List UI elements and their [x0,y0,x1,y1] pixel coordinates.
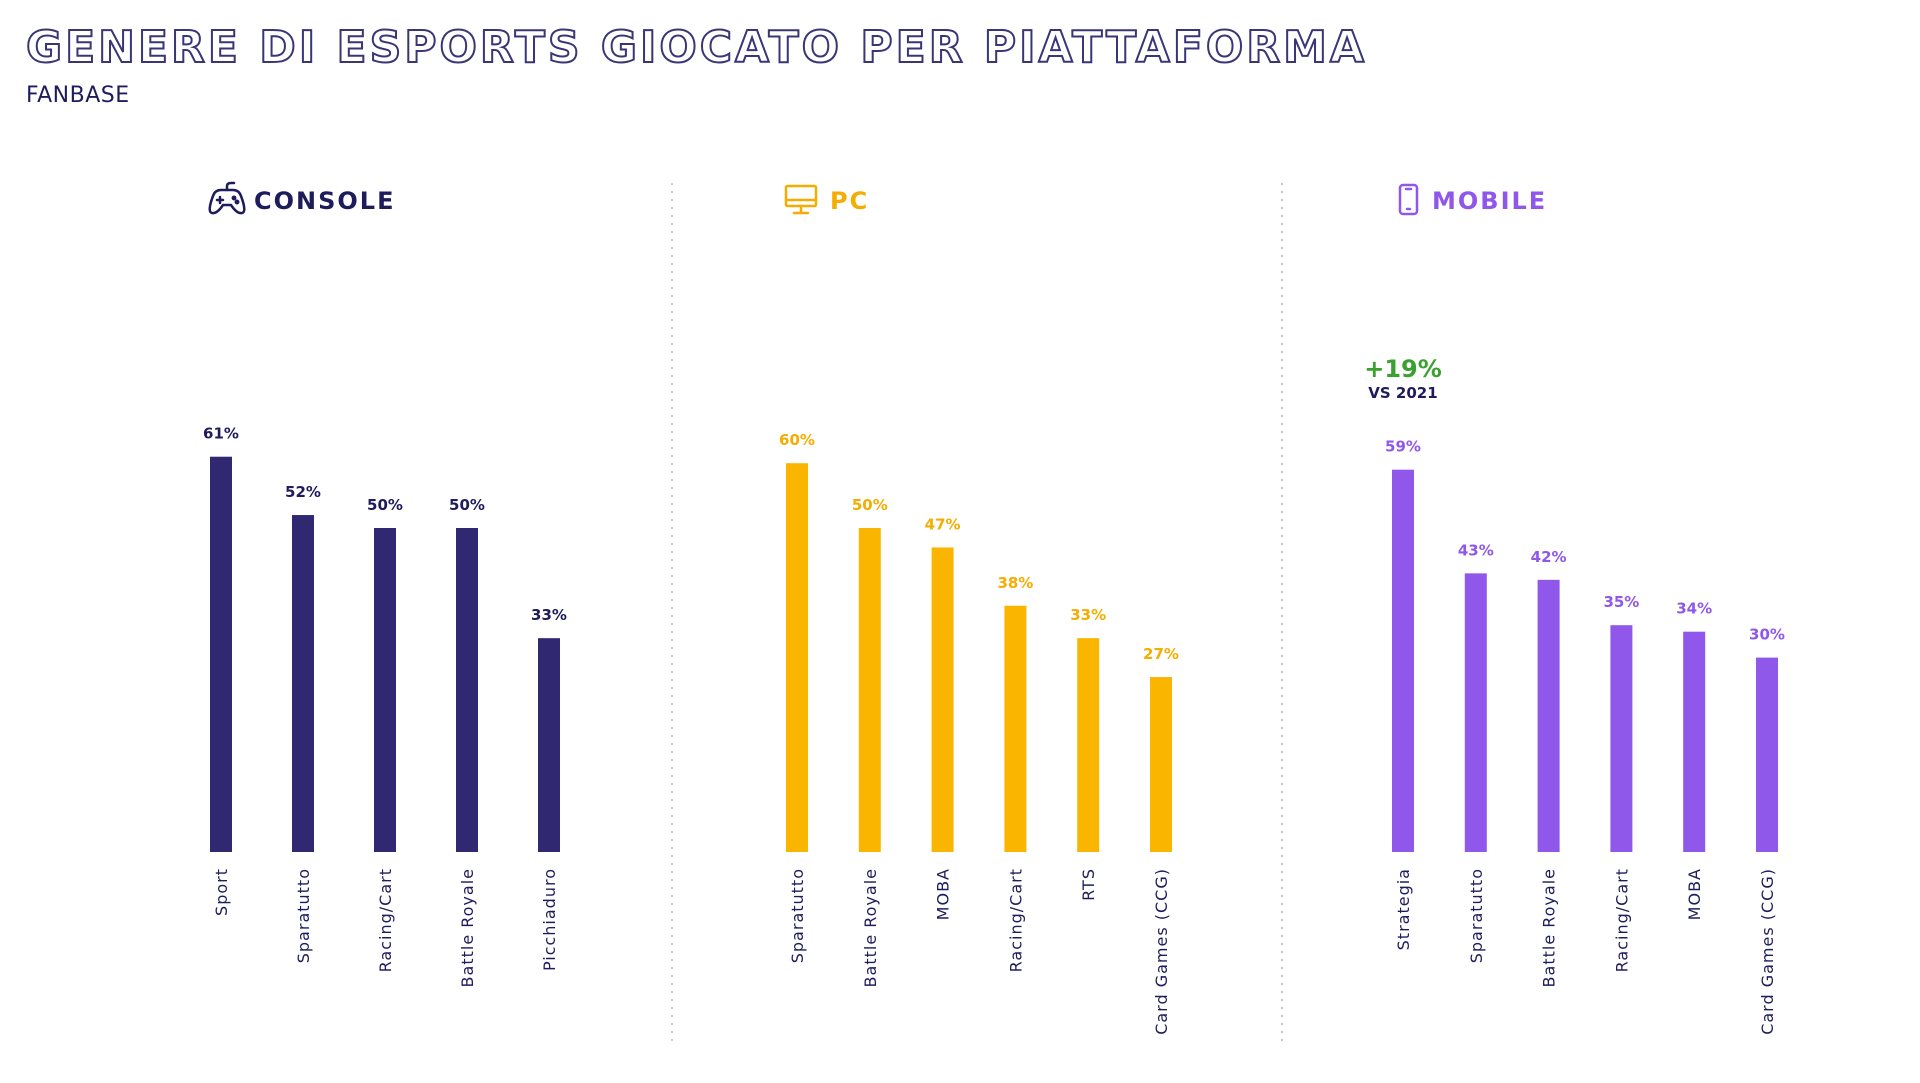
data-label: 33% [531,606,567,624]
data-label: 59% [1385,438,1421,456]
category-label: Picchiaduro [540,868,559,971]
category-label: Battle Royale [861,868,880,987]
growth-annotation: +19% [1364,355,1442,383]
bar [292,515,314,852]
mobile-panel-header: MOBILE [1398,183,1547,216]
gamepad-icon [208,181,246,215]
category-label: Sparatutto [294,868,313,963]
bar [538,638,560,852]
data-label: 34% [1676,600,1712,618]
data-label: 50% [367,496,403,514]
pc-panel-header: PC [784,184,869,215]
bar [1004,605,1027,852]
data-label: 43% [1458,541,1494,559]
bar [1756,657,1778,852]
console-title: CONSOLE [254,187,395,215]
category-label: Sport [212,868,231,916]
smartphone-icon [1398,183,1419,216]
data-label: 61% [203,425,239,443]
page-subtitle: FANBASE [26,83,130,108]
data-label: 38% [997,574,1033,592]
bar [1537,579,1560,852]
data-label: 35% [1603,593,1639,611]
bar [210,456,232,852]
bar [1077,638,1100,852]
bar [858,528,881,852]
bar [1464,573,1487,852]
category-label: Sparatutto [788,868,807,963]
category-label: MOBA [934,868,953,920]
data-label: 50% [449,496,485,514]
data-label: 27% [1143,645,1179,663]
data-label: 52% [285,483,321,501]
page-title: GENERE DI ESPORTS GIOCATO PER PIATTAFORM… [25,21,1368,74]
bar [1150,677,1172,852]
data-label: 60% [779,431,815,449]
category-label: Battle Royale [1540,868,1559,987]
bar [1683,631,1706,852]
bar [931,547,954,852]
category-label: Racing/Cart [1006,868,1025,972]
bar [374,528,396,852]
bar [1392,469,1414,852]
category-label: Battle Royale [458,868,477,987]
bar [456,528,478,852]
category-label: Racing/Cart [376,868,395,972]
category-label: Racing/Cart [1612,868,1631,972]
category-label: RTS [1079,868,1098,901]
data-label: 30% [1749,626,1785,644]
pc-title: PC [830,187,869,215]
monitor-icon [784,184,818,215]
category-label: Strategia [1394,868,1413,950]
growth-annotation-note: VS 2021 [1368,384,1437,402]
category-label: MOBA [1685,868,1704,920]
bar [786,463,808,852]
data-label: 50% [852,496,888,514]
category-label: Sparatutto [1467,868,1486,963]
mobile-title: MOBILE [1432,187,1547,215]
data-label: 33% [1070,606,1106,624]
category-label: Card Games (CCG) [1758,868,1777,1035]
console-panel-header: CONSOLE [208,181,395,215]
data-label: 42% [1531,548,1567,566]
category-label: Card Games (CCG) [1152,868,1171,1035]
bar [1610,625,1633,852]
data-label: 47% [925,515,961,533]
